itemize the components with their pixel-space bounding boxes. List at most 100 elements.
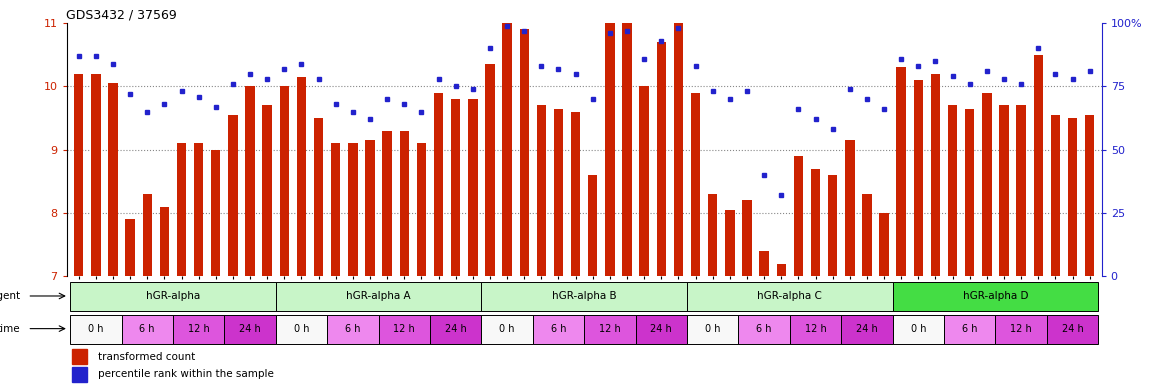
Text: 24 h: 24 h [1061, 324, 1083, 334]
Bar [880, 213, 889, 276]
FancyBboxPatch shape [996, 314, 1046, 344]
Bar [862, 194, 872, 276]
Bar [570, 112, 581, 276]
Bar [639, 86, 649, 276]
Bar [314, 118, 323, 276]
Bar [520, 30, 529, 276]
Text: 24 h: 24 h [856, 324, 877, 334]
Text: 24 h: 24 h [445, 324, 467, 334]
Text: 12 h: 12 h [393, 324, 415, 334]
Text: 6 h: 6 h [139, 324, 155, 334]
Bar [177, 144, 186, 276]
Bar [999, 106, 1009, 276]
Bar [776, 264, 785, 276]
Text: 6 h: 6 h [757, 324, 772, 334]
FancyBboxPatch shape [482, 314, 532, 344]
Text: time: time [0, 324, 21, 334]
Bar [262, 106, 271, 276]
Bar [588, 175, 598, 276]
Bar [1034, 55, 1043, 276]
FancyBboxPatch shape [790, 314, 842, 344]
FancyBboxPatch shape [430, 314, 482, 344]
Text: percentile rank within the sample: percentile rank within the sample [98, 369, 274, 379]
Bar [554, 109, 564, 276]
FancyBboxPatch shape [122, 314, 172, 344]
Bar [605, 23, 614, 276]
Text: 0 h: 0 h [705, 324, 720, 334]
FancyBboxPatch shape [584, 314, 636, 344]
Bar [828, 175, 837, 276]
Bar [1068, 118, 1078, 276]
Text: 6 h: 6 h [345, 324, 361, 334]
Bar [726, 210, 735, 276]
Bar [331, 144, 340, 276]
Bar [708, 194, 718, 276]
Text: 12 h: 12 h [1011, 324, 1032, 334]
FancyBboxPatch shape [687, 282, 892, 311]
Bar [759, 251, 769, 276]
Bar [793, 156, 803, 276]
Bar [982, 93, 991, 276]
Bar [245, 86, 255, 276]
Bar [71, 367, 87, 382]
Bar [108, 83, 117, 276]
Bar [1017, 106, 1026, 276]
FancyBboxPatch shape [276, 314, 327, 344]
Bar [485, 64, 494, 276]
Bar [143, 194, 152, 276]
Bar [691, 93, 700, 276]
Bar [657, 42, 666, 276]
Bar [279, 86, 289, 276]
FancyBboxPatch shape [1046, 314, 1098, 344]
Bar [399, 131, 409, 276]
Text: 0 h: 0 h [89, 324, 104, 334]
Bar [228, 115, 238, 276]
Text: 12 h: 12 h [187, 324, 209, 334]
Bar [537, 106, 546, 276]
FancyBboxPatch shape [687, 314, 738, 344]
Bar [948, 106, 957, 276]
Bar [811, 169, 820, 276]
Bar [194, 144, 204, 276]
Bar [74, 74, 84, 276]
FancyBboxPatch shape [842, 314, 892, 344]
Bar [348, 144, 358, 276]
Bar [297, 77, 306, 276]
FancyBboxPatch shape [172, 314, 224, 344]
Text: 12 h: 12 h [599, 324, 621, 334]
Text: 6 h: 6 h [551, 324, 566, 334]
FancyBboxPatch shape [70, 282, 276, 311]
Bar [913, 80, 923, 276]
FancyBboxPatch shape [738, 314, 790, 344]
Bar [897, 67, 906, 276]
FancyBboxPatch shape [327, 314, 378, 344]
Bar [71, 349, 87, 364]
Text: 6 h: 6 h [963, 324, 978, 334]
Bar [416, 144, 427, 276]
Bar [845, 140, 854, 276]
FancyBboxPatch shape [378, 314, 430, 344]
FancyBboxPatch shape [892, 314, 944, 344]
Bar [366, 140, 375, 276]
Bar [503, 23, 512, 276]
Text: 24 h: 24 h [651, 324, 673, 334]
Bar [383, 131, 392, 276]
Bar [160, 207, 169, 276]
FancyBboxPatch shape [532, 314, 584, 344]
FancyBboxPatch shape [224, 314, 276, 344]
Bar [674, 23, 683, 276]
Bar [91, 74, 100, 276]
Bar [125, 219, 135, 276]
Text: 24 h: 24 h [239, 324, 261, 334]
Bar [1084, 115, 1095, 276]
Bar [930, 74, 941, 276]
Bar [468, 99, 477, 276]
Bar [965, 109, 974, 276]
Bar [451, 99, 460, 276]
Text: hGR-alpha A: hGR-alpha A [346, 291, 411, 301]
Bar [1051, 115, 1060, 276]
Text: transformed count: transformed count [98, 352, 196, 362]
Text: agent: agent [0, 291, 21, 301]
Bar [212, 150, 221, 276]
FancyBboxPatch shape [636, 314, 687, 344]
